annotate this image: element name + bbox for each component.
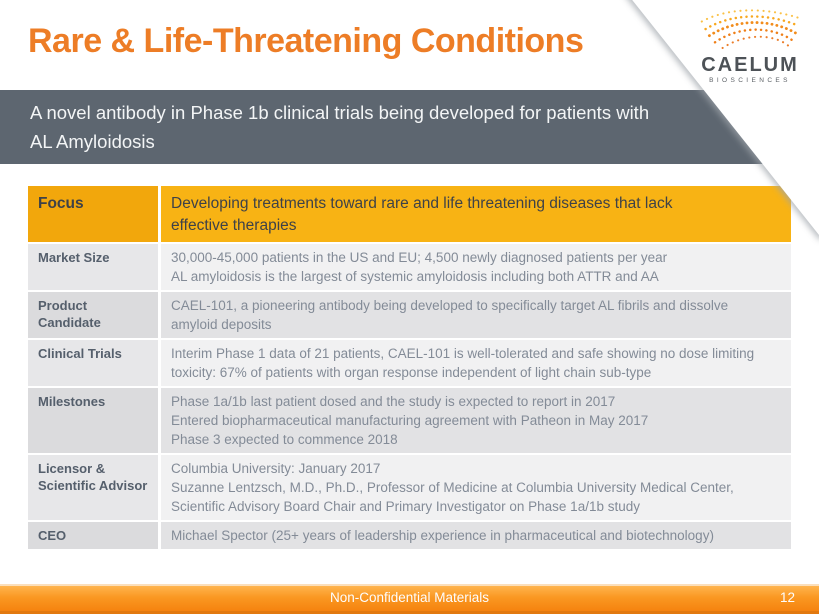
logo-brand-text: CAELUM	[701, 54, 799, 76]
footer-bar: Non-Confidential Materials 12	[0, 584, 819, 614]
table-row-clinical-trials: Clinical Trials Interim Phase 1 data of …	[28, 340, 791, 386]
row-label: Product Candidate	[28, 292, 158, 338]
facts-table: Focus Developing treatments toward rare …	[28, 186, 791, 551]
row-content: CAEL-101, a pioneering antibody being de…	[161, 292, 791, 338]
table-row-milestones: Milestones Phase 1a/1b last patient dose…	[28, 388, 791, 453]
table-row-focus: Focus Developing treatments toward rare …	[28, 186, 791, 242]
table-row-market-size: Market Size 30,000-45,000 patients in th…	[28, 244, 791, 290]
row-label: Market Size	[28, 244, 158, 290]
row-content: Developing treatments toward rare and li…	[161, 186, 791, 242]
row-label: CEO	[28, 522, 158, 549]
row-label: Focus	[28, 186, 158, 242]
page-title: Rare & Life-Threatening Conditions	[28, 22, 584, 60]
row-label: Milestones	[28, 388, 158, 453]
logo-tagline: BIOSCIENCES	[709, 77, 791, 84]
row-content: Columbia University: January 2017 Suzann…	[161, 455, 791, 520]
row-content: Michael Spector (25+ years of leadership…	[161, 522, 791, 549]
logo-dotted-wave-icon	[700, 9, 800, 50]
table-row-ceo: CEO Michael Spector (25+ years of leader…	[28, 522, 791, 549]
subtitle-banner: A novel antibody in Phase 1b clinical tr…	[0, 90, 819, 164]
row-label: Clinical Trials	[28, 340, 158, 386]
table-row-product-candidate: Product Candidate CAEL-101, a pioneering…	[28, 292, 791, 338]
page-number: 12	[779, 590, 795, 605]
caelum-logo: CAELUM BIOSCIENCES	[691, 6, 809, 84]
footer-confidentiality-label: Non-Confidential Materials	[329, 590, 490, 605]
subtitle-text: A novel antibody in Phase 1b clinical tr…	[30, 102, 650, 152]
row-content: Interim Phase 1 data of 21 patients, CAE…	[161, 340, 791, 386]
table-row-licensor-advisor: Licensor & Scientific Advisor Columbia U…	[28, 455, 791, 520]
row-label: Licensor & Scientific Advisor	[28, 455, 158, 520]
row-content: Phase 1a/1b last patient dosed and the s…	[161, 388, 791, 453]
row-content: 30,000-45,000 patients in the US and EU;…	[161, 244, 791, 290]
